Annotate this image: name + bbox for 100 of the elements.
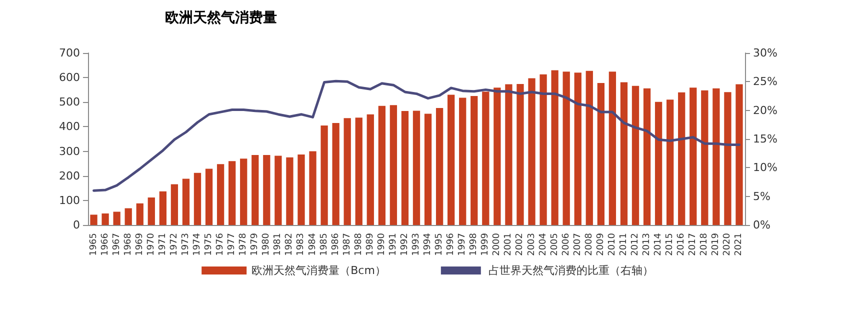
y-tick-label: 300: [59, 144, 80, 158]
bar: [632, 86, 640, 225]
x-tick-label: 2018: [700, 232, 710, 256]
x-tick-label: 1985: [319, 233, 330, 256]
bar: [240, 158, 248, 225]
bar: [482, 92, 490, 225]
x-tick-label: 2021: [734, 233, 744, 256]
y-tick-label: 400: [59, 120, 80, 134]
x-tick-label: 1984: [308, 232, 318, 256]
y2-tick-label: 15%: [753, 132, 778, 146]
bar: [366, 114, 374, 225]
bar: [516, 84, 524, 225]
x-tick-label: 1974: [192, 232, 202, 256]
x-tick-label: 2005: [550, 233, 560, 256]
y-tick-label: 500: [59, 96, 80, 109]
bar: [678, 92, 686, 225]
bar: [124, 208, 132, 225]
bar: [736, 84, 743, 225]
bar: [332, 123, 340, 225]
x-tick-label: 2016: [676, 232, 687, 256]
bar: [401, 110, 409, 225]
x-tick-label: 1967: [112, 233, 122, 256]
y-tick-label: 600: [59, 71, 80, 84]
bar: [574, 72, 582, 225]
bar: [378, 106, 386, 225]
x-tick-label: 2004: [538, 232, 548, 256]
x-tick-label: 2003: [526, 233, 537, 256]
bar: [344, 118, 351, 225]
bar: [712, 88, 720, 225]
x-tick-label: 1993: [412, 233, 422, 256]
bar: [586, 70, 593, 225]
x-tick-label: 1971: [158, 233, 168, 256]
chart-title: 欧洲天然气消费量: [165, 10, 277, 26]
bar: [390, 105, 398, 225]
x-tick-label: 1970: [146, 232, 156, 256]
bar: [194, 172, 202, 225]
bar: [148, 197, 155, 225]
x-tick-label: 1979: [250, 232, 260, 256]
x-tick-label: 1980: [262, 232, 272, 256]
bar: [205, 168, 213, 225]
bar: [494, 88, 501, 225]
bar: [448, 94, 455, 225]
bar: [412, 110, 420, 225]
x-tick-label: 1966: [100, 232, 110, 256]
legend-label: 欧洲天然气消费量（Bcm）: [252, 264, 386, 277]
x-tick-label: 2012: [630, 233, 640, 256]
y2-tick-label: 30%: [753, 46, 778, 60]
x-tick-label: 1965: [88, 233, 99, 256]
x-tick-label: 1982: [284, 233, 295, 256]
bar: [436, 108, 444, 225]
x-tick-label: 2002: [515, 233, 526, 256]
bar: [286, 157, 294, 225]
x-tick-label: 1972: [169, 233, 180, 256]
bar: [263, 154, 270, 225]
y-tick-label: 700: [59, 46, 80, 60]
x-tick-label: 1991: [388, 233, 398, 256]
x-tick-label: 1983: [296, 233, 306, 256]
x-tick-label: 1989: [365, 232, 376, 256]
x-tick-label: 1976: [216, 232, 226, 256]
x-tick-label: 2009: [596, 232, 606, 256]
y-tick-label: 100: [59, 194, 80, 207]
bar: [562, 72, 570, 225]
y-tick-label: 200: [59, 169, 80, 182]
bar: [113, 212, 120, 225]
bar: [505, 84, 512, 225]
x-tick-label: 2001: [504, 233, 514, 256]
x-tick-label: 1996: [446, 232, 456, 256]
y2-tick-label: 25%: [753, 75, 778, 88]
x-tick-label: 1995: [434, 233, 445, 256]
x-tick-label: 1999: [480, 232, 491, 256]
bar: [690, 88, 697, 225]
bar: [666, 100, 674, 225]
y2-tick-label: 20%: [753, 104, 778, 117]
x-tick-label: 1986: [330, 232, 341, 256]
bar: [528, 78, 536, 225]
bar: [170, 184, 178, 225]
bar: [309, 151, 316, 225]
x-tick-label: 2014: [654, 232, 664, 256]
bar: [701, 90, 708, 225]
bar: [320, 125, 328, 225]
x-tick-label: 1978: [238, 232, 249, 256]
x-tick-label: 1987: [342, 233, 352, 256]
bar: [470, 96, 478, 225]
x-tick-label: 1997: [458, 233, 468, 256]
line-series: [92, 80, 740, 192]
bar: [102, 213, 109, 225]
bar: [216, 164, 224, 225]
x-tick-label: 1998: [469, 232, 480, 256]
bar: [159, 191, 166, 225]
x-tick-label: 2019: [711, 232, 722, 256]
y2-tick-label: 0%: [753, 218, 770, 232]
x-tick-label: 2007: [572, 233, 583, 256]
x-tick-label: 1968: [123, 232, 134, 256]
x-tick-label: 2017: [688, 233, 698, 256]
y2-tick-label: 10%: [753, 161, 778, 174]
bar: [424, 114, 432, 225]
x-tick-label: 2010: [607, 232, 618, 256]
x-tick-label: 2020: [722, 232, 733, 256]
bar: [724, 92, 732, 225]
bar: [252, 154, 259, 225]
